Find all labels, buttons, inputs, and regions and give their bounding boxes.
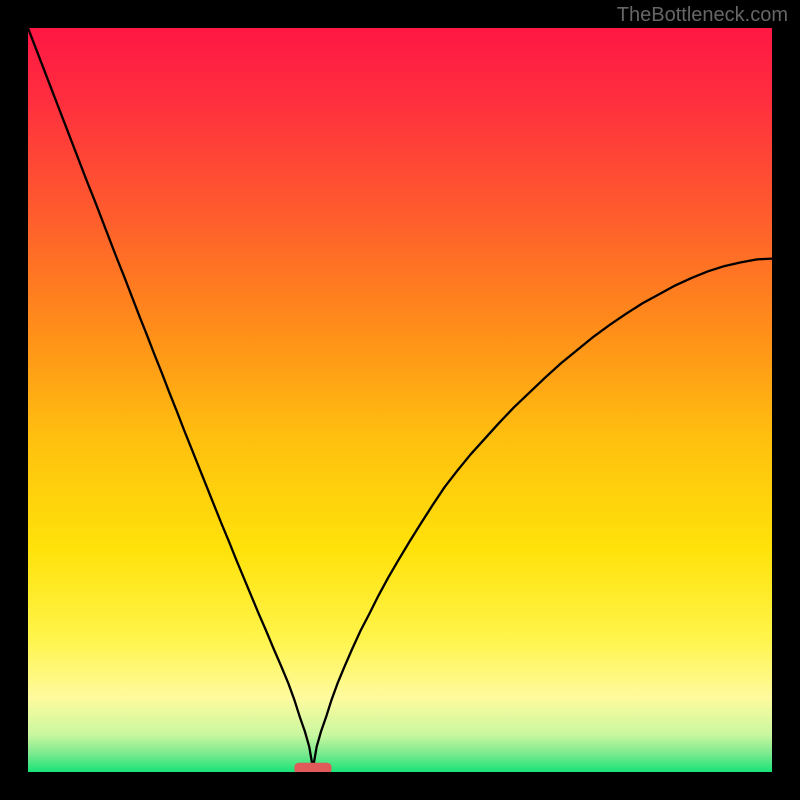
plot-area <box>28 28 772 772</box>
optimum-marker <box>294 763 331 772</box>
watermark-text: TheBottleneck.com <box>617 4 788 27</box>
gradient-background <box>28 28 772 772</box>
chart-frame: TheBottleneck.com <box>0 0 800 800</box>
plot-svg <box>28 28 772 772</box>
